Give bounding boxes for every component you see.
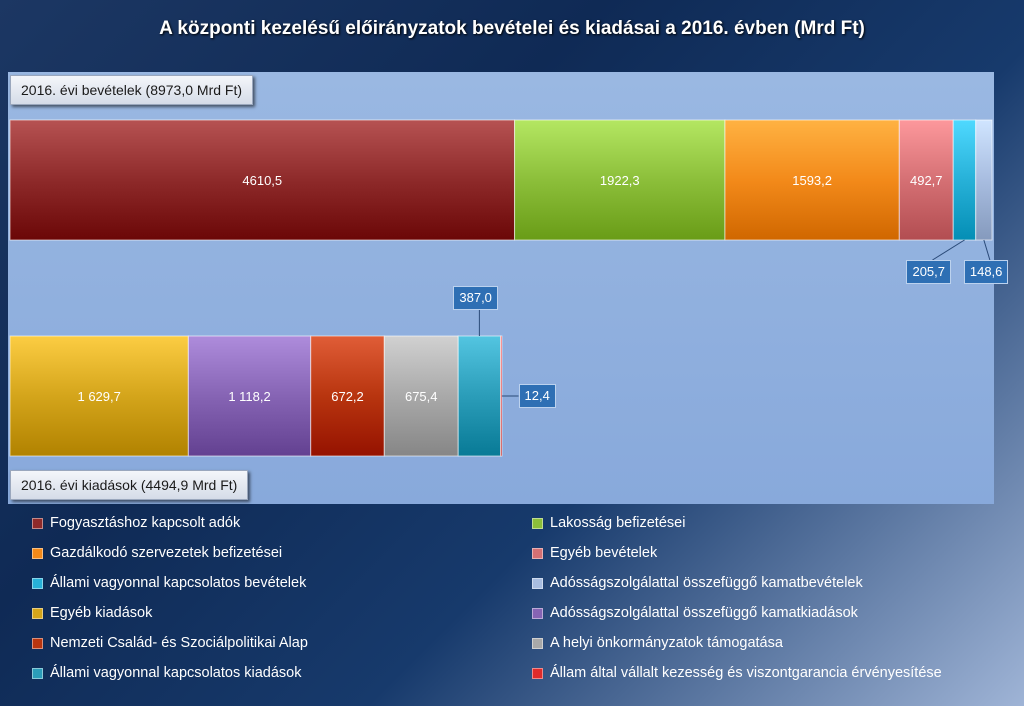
legend-swatch [32, 517, 43, 529]
legend-swatch [32, 637, 43, 649]
bar-segment-revenue-5 [952, 119, 977, 241]
legend-label: Lakosság befizetései [550, 515, 686, 531]
legend-swatch [532, 577, 543, 589]
legend-item-5: Állami vagyonnal kapcsolatos bevételek [32, 572, 306, 594]
data-label-expense-4: 675,4 [405, 389, 438, 404]
legend-item-6: Adósságszolgálattal összefüggő kamatbevé… [532, 572, 863, 594]
leader-line-revenue-5 [932, 239, 965, 261]
data-label-revenue-3: 1593,2 [792, 173, 832, 188]
legend-item-4: Egyéb bevételek [532, 542, 657, 564]
legend-item-10: A helyi önkormányzatok támogatása [532, 632, 783, 654]
legend-swatch [32, 607, 43, 619]
leader-line-revenue-6 [983, 239, 991, 261]
legend-label: Állami vagyonnal kapcsolatos kiadások [50, 665, 302, 681]
legend-label: Egyéb bevételek [550, 545, 658, 561]
data-label-expense-3: 672,2 [331, 389, 364, 404]
legend-swatch [532, 607, 543, 619]
legend-swatch [532, 547, 543, 559]
legend-label: Egyéb kiadások [50, 605, 153, 621]
bar-segment-revenue-6 [975, 119, 993, 241]
revenue-bar-label: 2016. évi bevételek (8973,0 Mrd Ft) [10, 75, 254, 105]
legend-label: Állami vagyonnal kapcsolatos bevételek [50, 575, 307, 591]
legend-item-11: Állami vagyonnal kapcsolatos kiadások [32, 662, 301, 684]
chart-svg: 4610,5 1922,3 1593,2 492,7 1 629,7 1 118,2 672… [9, 119, 993, 457]
legend-label: Nemzeti Család- és Szociálpolitikai Alap [50, 635, 308, 651]
legend-item-1: Fogyasztáshoz kapcsolt adók [32, 512, 240, 534]
legend-item-8: Adósságszolgálattal összefüggő kamatkiad… [532, 602, 858, 624]
legend-item-2: Lakosság befizetései [532, 512, 685, 534]
legend-item-9: Nemzeti Család- és Szociálpolitikai Alap [32, 632, 308, 654]
data-label-expense-1: 1 629,7 [77, 389, 120, 404]
legend-label: A helyi önkormányzatok támogatása [550, 635, 783, 651]
data-label-expense-6: 12,4 [518, 384, 556, 408]
legend-item-3: Gazdálkodó szervezetek befizetései [32, 542, 282, 564]
data-label-revenue-5: 205,7 [906, 260, 952, 284]
bar-segment-revenue-4 [898, 119, 954, 241]
bar-segment-expense-3 [310, 335, 385, 457]
bar-segment-expense-5 [457, 335, 502, 457]
legend-swatch [532, 637, 543, 649]
legend-label: Állam által vállalt kezesség és viszontg… [550, 665, 942, 681]
bar-segment-revenue-3 [724, 119, 900, 241]
legend-swatch [32, 667, 43, 679]
data-label-revenue-2: 1922,3 [600, 173, 640, 188]
legend-swatch [32, 547, 43, 559]
legend-swatch [532, 517, 543, 529]
expense-bar-label: 2016. évi kiadások (4494,9 Mrd Ft) [10, 470, 249, 500]
data-label-revenue-4: 492,7 [910, 173, 943, 188]
bar-segment-revenue-1 [9, 119, 516, 241]
legend-label: Adósságszolgálattal összefüggő kamatkiad… [550, 605, 858, 621]
legend-item-12: Állam által vállalt kezesség és viszontg… [532, 662, 942, 684]
legend-item-7: Egyéb kiadások [32, 602, 152, 624]
data-label-expense-2: 1 118,2 [228, 389, 270, 404]
bar-segment-expense-2 [187, 335, 312, 457]
bar-segment-expense-4 [383, 335, 459, 457]
bar-segment-revenue-2 [514, 119, 726, 241]
legend-label: Adósságszolgálattal összefüggő kamatbevé… [550, 575, 863, 591]
bar-segment-expense-1 [9, 335, 189, 457]
data-label-expense-5: 387,0 [453, 286, 498, 310]
chart-title: A központi kezelésű előirányzatok bevéte… [159, 18, 865, 39]
plot-area: 4610,5 1922,3 1593,2 492,7 1 629,7 1 118,2 672… [8, 72, 994, 504]
legend-label: Gazdálkodó szervezetek befizetései [50, 545, 283, 561]
legend-label: Fogyasztáshoz kapcsolt adók [50, 515, 241, 531]
legend-swatch [532, 667, 543, 679]
data-label-revenue-1: 4610,5 [242, 173, 282, 188]
bar-segment-expense-6 [500, 335, 503, 457]
data-label-revenue-6: 148,6 [963, 260, 1009, 284]
legend-swatch [32, 577, 43, 589]
